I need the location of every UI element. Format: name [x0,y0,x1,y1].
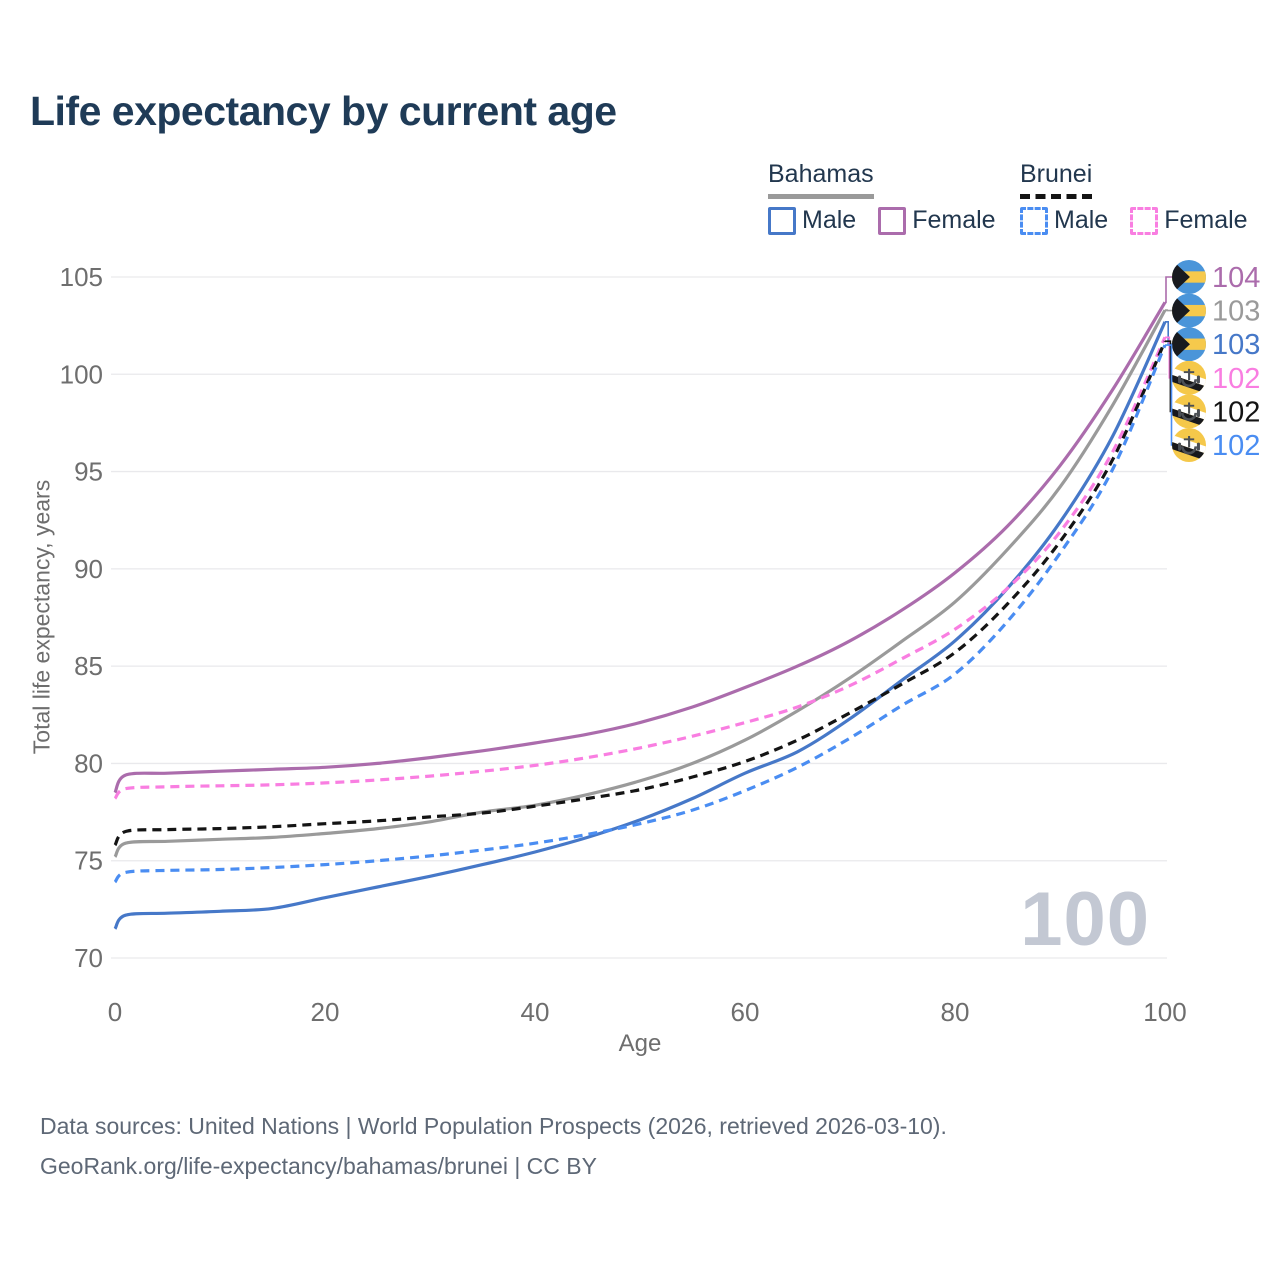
end-label-connector-brunei_male [1165,344,1173,446]
footer: Data sources: United Nations | World Pop… [40,1106,947,1186]
flag-icon-brunei [1168,428,1210,462]
legend-label-brunei-male: Male [1054,206,1109,234]
legend-label-brunei-female: Female [1164,206,1248,234]
legend-item-brunei-male[interactable]: Male [1020,206,1108,235]
x-tick-label: 40 [521,997,550,1027]
flag-icon-brunei [1168,394,1210,428]
x-tick-label: 0 [108,997,122,1027]
end-label-value-brunei_total: 102 [1212,396,1260,428]
legend-item-brunei-female[interactable]: Female [1130,206,1248,235]
legend-group-brunei: Brunei Male Female [1020,160,1248,235]
y-tick-label: 85 [74,651,103,681]
page-title: Life expectancy by current age [30,88,617,134]
legend-swatch-bahamas-male-icon [768,206,796,235]
legend-swatch-brunei-male-icon [1020,206,1048,235]
watermark-100: 100 [1020,877,1150,962]
end-label-value-brunei_male: 102 [1212,430,1260,462]
flag-icon-bahamas [1172,327,1206,361]
y-tick-label: 80 [74,748,103,778]
footer-line-2: GeoRank.org/life-expectancy/bahamas/brun… [40,1153,597,1179]
legend-country-brunei[interactable]: Brunei [1020,160,1093,199]
x-tick-label: 60 [731,997,760,1027]
x-tick-label: 100 [1143,997,1186,1027]
legend-label-bahamas-female: Female [912,206,996,234]
x-tick-label: 80 [941,997,970,1027]
legend-country-bahamas[interactable]: Bahamas [768,160,874,199]
series-line-bahamas_total [113,309,1167,858]
x-axis-label: Age [618,1030,662,1057]
y-tick-label: 70 [74,943,103,973]
end-label-connector-bahamas_total [1165,309,1172,312]
y-axis-label: Total life expectancy, years [28,479,55,755]
legend-group-bahamas: Bahamas Male Female [768,160,996,235]
y-tick-label: 90 [74,554,103,584]
end-label-connector-bahamas_female [1165,276,1172,304]
end-label-value-bahamas_male: 103 [1212,329,1260,361]
series-line-brunei_male [113,344,1167,884]
legend-swatch-bahamas-female-icon [878,206,907,235]
legend-item-bahamas-female[interactable]: Female [878,206,996,235]
series-line-bahamas_female [113,301,1167,794]
y-tick-label: 75 [74,846,103,876]
y-tick-label: 95 [74,457,103,487]
end-label-value-brunei_female: 102 [1212,363,1260,395]
legend-item-bahamas-male[interactable]: Male [768,206,856,235]
series-line-brunei_female [113,336,1167,800]
end-label-value-bahamas_female: 104 [1212,262,1260,294]
flag-icon-brunei [1168,361,1210,395]
y-tick-label: 100 [60,359,103,389]
flag-icon-bahamas [1172,294,1206,328]
legend-label-bahamas-male: Male [802,206,857,234]
end-label-value-bahamas_total: 103 [1212,296,1260,328]
x-tick-label: 20 [311,997,340,1027]
y-tick-label: 105 [60,262,103,292]
footer-line-1: Data sources: United Nations | World Pop… [40,1113,947,1139]
legend-swatch-brunei-female-icon [1130,206,1159,235]
flag-icon-bahamas [1172,260,1206,294]
